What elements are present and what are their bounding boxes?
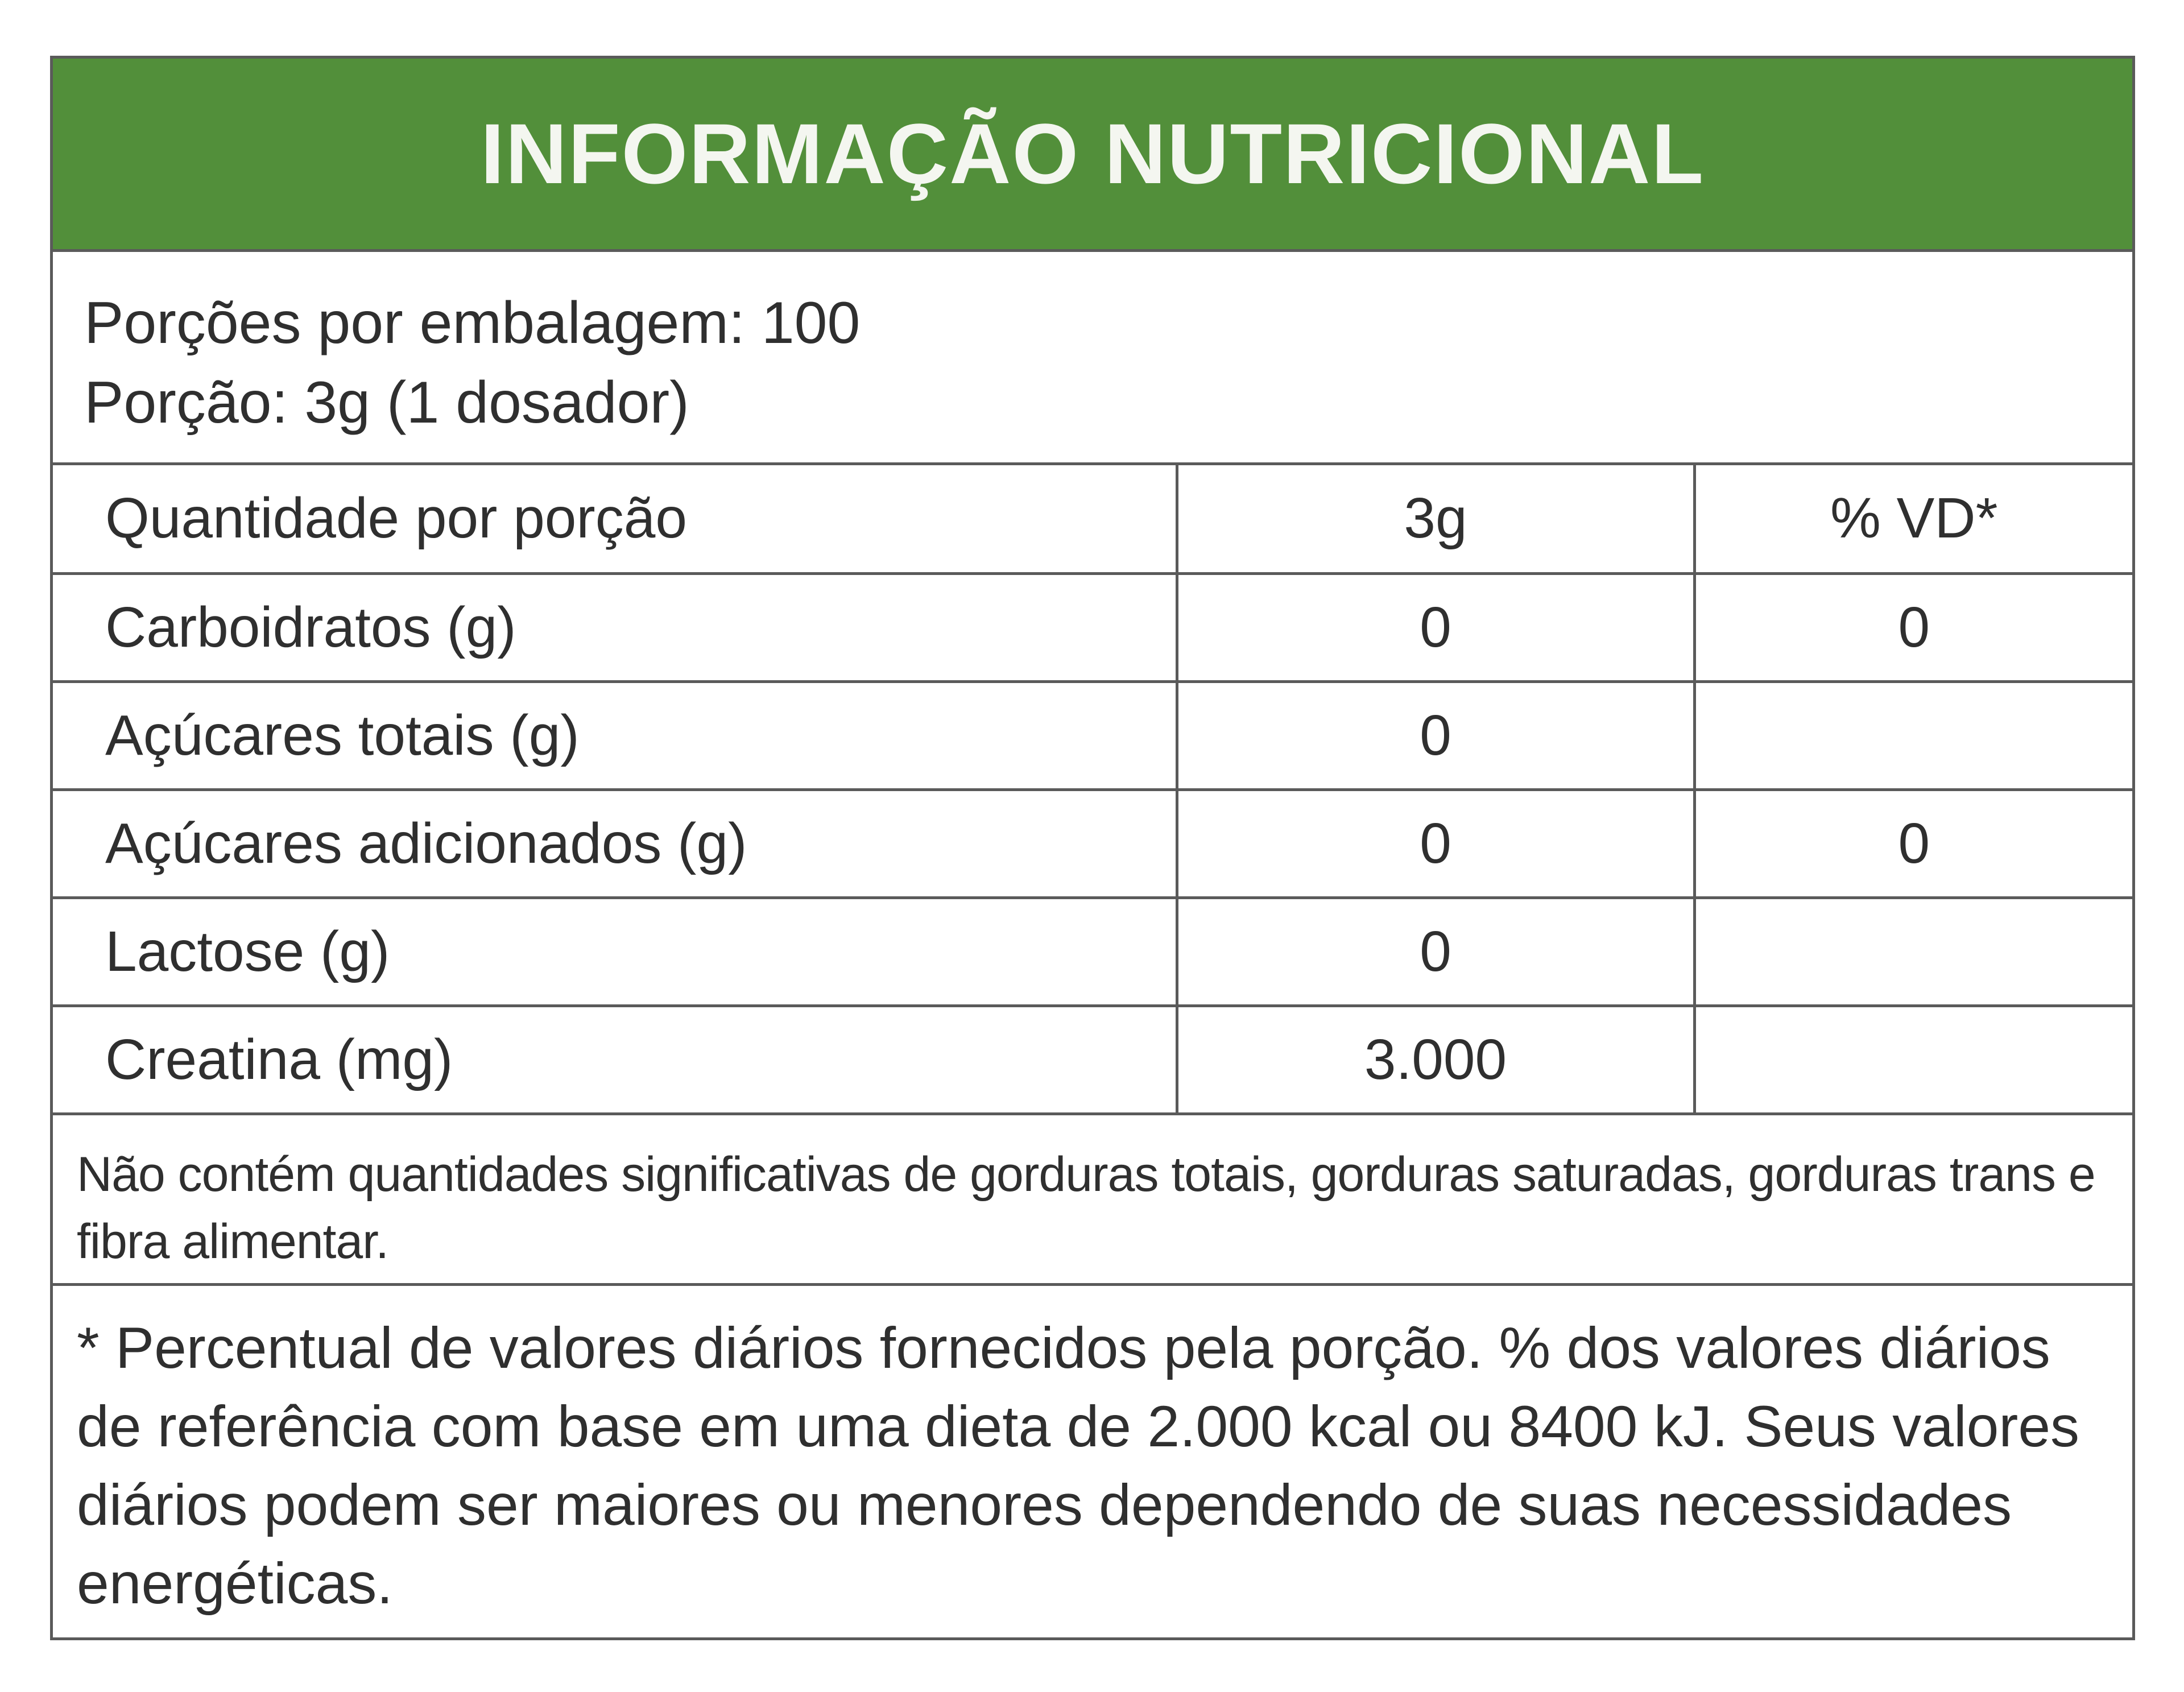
label-title: INFORMAÇÃO NUTRICIONAL <box>480 106 1705 201</box>
nutrient-amount: 3.000 <box>1177 1006 1696 1115</box>
header-vd-cell: % VD* <box>1694 465 2132 575</box>
table-row: Açúcares totais (g) 0 <box>53 681 2132 791</box>
nutrient-amount: 0 <box>1177 573 1696 683</box>
nutrient-vd <box>1694 1006 2132 1115</box>
nutrient-label: Carboidratos (g) <box>53 573 1178 683</box>
portions-section: Porções por embalagem: 100 Porção: 3g (1… <box>53 249 2132 465</box>
nutrient-label: Açúcares adicionados (g) <box>53 789 1178 899</box>
nutrient-vd: 0 <box>1694 789 2132 899</box>
header-amount-cell: 3g <box>1177 465 1696 575</box>
insignificant-nutrients-note: Não contém quantidades significativas de… <box>53 1115 2132 1286</box>
nutrient-label: Creatina (mg) <box>53 1006 1178 1115</box>
portions-per-package: Porções por embalagem: 100 <box>84 290 861 356</box>
nutrient-label: Lactose (g) <box>53 897 1178 1007</box>
nutrition-facts-label: INFORMAÇÃO NUTRICIONAL Porções por embal… <box>50 56 2135 1640</box>
portion-size: Porção: 3g (1 dosador) <box>84 370 689 436</box>
nutrient-table: Quantidade por porção 3g % VD* Carboidra… <box>53 465 2132 1115</box>
nutrient-vd <box>1694 681 2132 791</box>
table-header-row: Quantidade por porção 3g % VD* <box>53 465 2132 575</box>
daily-value-footnote: * Percentual de valores diários fornecid… <box>77 1315 2080 1616</box>
table-row: Açúcares adicionados (g) 0 0 <box>53 789 2132 899</box>
table-row: Carboidratos (g) 0 0 <box>53 573 2132 683</box>
nutrient-label: Açúcares totais (g) <box>53 681 1178 791</box>
table-row: Lactose (g) 0 <box>53 897 2132 1007</box>
nutrient-amount: 0 <box>1177 897 1696 1007</box>
nutrient-vd: 0 <box>1694 573 2132 683</box>
header-label-cell: Quantidade por porção <box>53 465 1178 575</box>
table-row: Creatina (mg) 3.000 <box>53 1006 2132 1115</box>
nutrient-vd <box>1694 897 2132 1007</box>
nutrient-amount: 0 <box>1177 789 1696 899</box>
label-header: INFORMAÇÃO NUTRICIONAL <box>53 59 2132 249</box>
nutrient-amount: 0 <box>1177 681 1696 791</box>
